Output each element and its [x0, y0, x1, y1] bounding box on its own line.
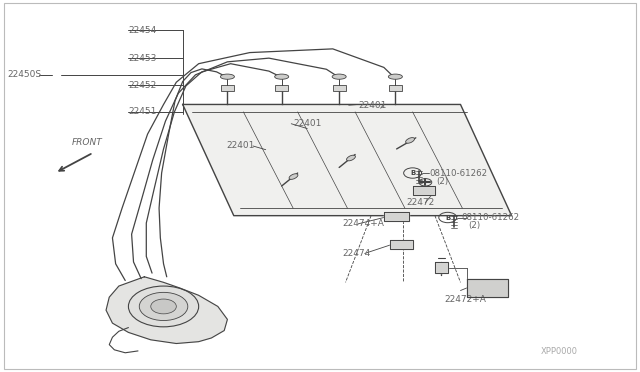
Ellipse shape [289, 174, 298, 179]
Text: B: B [410, 170, 415, 176]
Text: 08110-61262: 08110-61262 [430, 169, 488, 177]
Circle shape [151, 299, 176, 314]
Polygon shape [390, 240, 413, 249]
Ellipse shape [220, 74, 234, 79]
Text: 08110-61262: 08110-61262 [462, 213, 520, 222]
Bar [275, 85, 288, 92]
Text: 22401: 22401 [293, 119, 321, 128]
Text: 22454: 22454 [129, 26, 157, 35]
Text: 22450S: 22450S [7, 70, 41, 79]
Polygon shape [182, 105, 511, 216]
Text: XPP0000: XPP0000 [540, 347, 577, 356]
Ellipse shape [275, 74, 289, 79]
Circle shape [140, 292, 188, 321]
Text: B: B [445, 215, 451, 221]
Text: (2): (2) [468, 221, 480, 230]
Ellipse shape [406, 138, 415, 143]
Text: 22472+A: 22472+A [445, 295, 486, 304]
Ellipse shape [332, 74, 346, 79]
Text: 22453: 22453 [129, 54, 157, 62]
Ellipse shape [346, 155, 355, 161]
Polygon shape [384, 212, 410, 221]
Polygon shape [435, 262, 448, 273]
Ellipse shape [388, 74, 403, 79]
Bar [333, 85, 346, 92]
Text: 22472: 22472 [406, 198, 435, 207]
Text: FRONT: FRONT [72, 138, 102, 147]
Bar [221, 85, 234, 92]
Polygon shape [413, 186, 435, 195]
Text: 22474: 22474 [342, 249, 371, 258]
Text: 22452: 22452 [129, 81, 157, 90]
Text: 22451: 22451 [129, 108, 157, 116]
Bar [389, 85, 402, 92]
Text: 22401: 22401 [226, 141, 255, 151]
Polygon shape [467, 279, 508, 297]
Text: (2): (2) [436, 177, 449, 186]
Text: 22474+A: 22474+A [342, 219, 384, 228]
Text: 22401: 22401 [358, 101, 387, 110]
Circle shape [129, 286, 198, 327]
Polygon shape [106, 277, 227, 343]
